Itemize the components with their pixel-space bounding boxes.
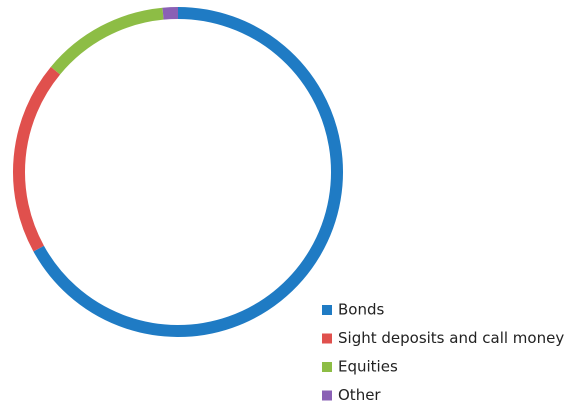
- legend-label: Bonds: [338, 301, 384, 319]
- legend-label: Equities: [338, 358, 398, 376]
- donut-segment: [50, 7, 164, 75]
- legend-swatch: [322, 305, 332, 315]
- donut-segment: [13, 66, 61, 252]
- donut-segment: [33, 7, 343, 337]
- legend-swatch: [322, 390, 332, 401]
- legend-swatch: [322, 362, 332, 372]
- legend-label: Sight deposits and call money: [338, 329, 564, 347]
- legend-swatch: [322, 333, 332, 344]
- legend-label: Other: [338, 386, 381, 404]
- donut-segment: [162, 7, 179, 20]
